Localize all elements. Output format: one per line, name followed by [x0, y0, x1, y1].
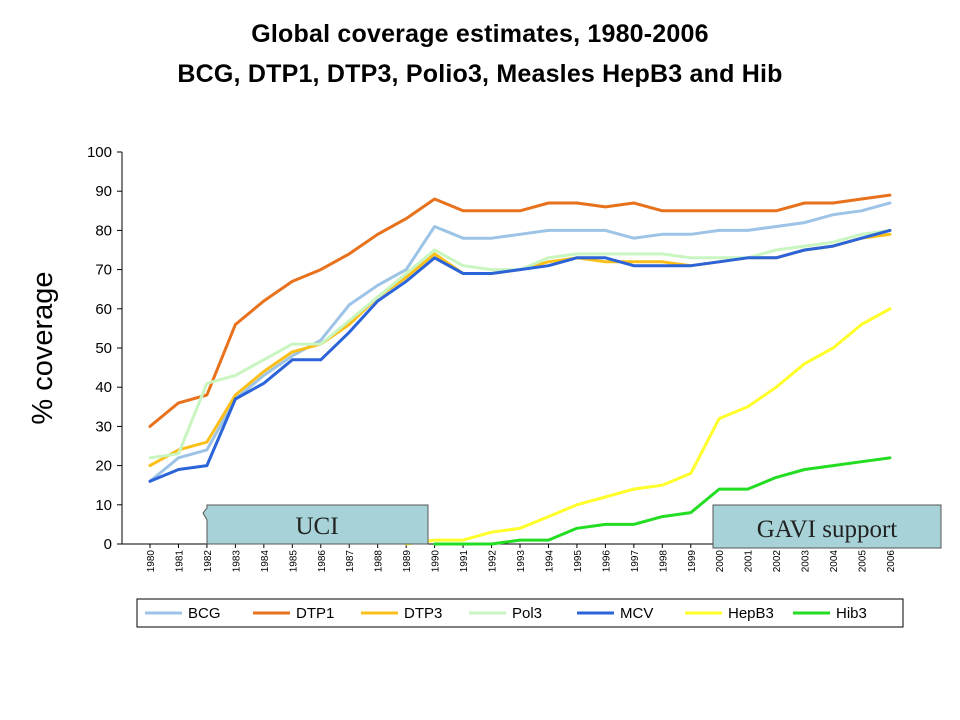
x-tick-label: 1984 — [260, 550, 271, 573]
y-tick-label: 60 — [95, 301, 112, 318]
x-tick-label: 1980 — [146, 550, 157, 573]
y-tick-label: 40 — [95, 379, 112, 396]
x-tick-label: 1990 — [431, 550, 442, 573]
x-tick-label: 1994 — [544, 550, 555, 573]
chart-title-line-1: Global coverage estimates, 1980-2006 — [251, 20, 709, 48]
legend-label-bcg: BCG — [188, 605, 221, 622]
x-tick-label: 1996 — [601, 550, 612, 573]
series-line-bcg — [148, 201, 892, 483]
legend-label-hib3: Hib3 — [836, 605, 867, 622]
series-line-hib3 — [433, 456, 892, 546]
x-tick-label: 1992 — [488, 550, 499, 573]
gavi-callout: GAVI support — [712, 504, 942, 549]
x-tick-label: 1989 — [402, 550, 413, 573]
x-tick-label: 1981 — [174, 550, 185, 573]
y-axis: 0 10 20 30 40 50 60 70 80 90 100 — [87, 144, 897, 553]
x-tick-label: 2006 — [886, 550, 897, 573]
legend-label-pol3: Pol3 — [512, 605, 542, 622]
uci-callout: UCI — [202, 504, 429, 545]
chart-title-line-2: BCG, DTP1, DTP3, Polio3, Measles HepB3 a… — [177, 60, 783, 88]
legend-label-dtp1: DTP1 — [296, 605, 334, 622]
x-tick-label: 1986 — [317, 550, 328, 573]
x-tick-label: 1991 — [459, 550, 470, 573]
legend-label-hepb3: HepB3 — [728, 605, 774, 622]
x-tick-label: 1998 — [658, 550, 669, 573]
gavi-support-label: GAVI support — [757, 516, 898, 543]
series-line-hepb3 — [404, 307, 892, 546]
x-tick-label: 2002 — [772, 550, 783, 573]
x-axis-labels: 1980 1981 1982 1983 1984 1985 1986 1987 1988 1989… — [146, 544, 897, 572]
y-axis-label: % coverage — [27, 271, 59, 424]
series-line-pol3 — [148, 228, 892, 460]
x-tick-label: 1993 — [516, 550, 527, 573]
y-tick-label: 20 — [95, 458, 112, 475]
x-tick-label: 1988 — [374, 550, 385, 573]
x-tick-label: 2004 — [829, 550, 840, 573]
uci-label: UCI — [295, 513, 338, 540]
legend-label-dtp3: DTP3 — [404, 605, 442, 622]
y-tick-label: 30 — [95, 418, 112, 435]
y-tick-label: 80 — [95, 222, 112, 239]
x-tick-label: 1985 — [288, 550, 299, 573]
x-tick-label: 2003 — [801, 550, 812, 573]
legend: BCG DTP1 DTP3 Pol3 MCV HepB3 Hib3 — [136, 598, 904, 628]
x-tick-label: 2000 — [715, 550, 726, 573]
series-line-dtp1 — [148, 193, 892, 428]
x-tick-label: 1987 — [345, 550, 356, 573]
x-tick-label: 2005 — [858, 550, 869, 573]
series-line-mcv — [148, 228, 892, 483]
y-tick-label: 70 — [95, 262, 112, 279]
x-tick-label: 1997 — [630, 550, 641, 573]
x-tick-label: 1982 — [203, 550, 214, 573]
series-lines — [148, 193, 892, 546]
y-tick-label: 0 — [104, 536, 112, 553]
y-tick-label: 90 — [95, 183, 112, 200]
x-tick-label: 1999 — [687, 550, 698, 573]
y-tick-label: 50 — [95, 340, 112, 357]
x-tick-label: 1983 — [231, 550, 242, 573]
legend-label-mcv: MCV — [620, 605, 653, 622]
x-tick-label: 1995 — [573, 550, 584, 573]
y-tick-label: 100 — [87, 144, 112, 161]
x-tick-label: 2001 — [744, 550, 755, 573]
y-tick-label: 10 — [95, 497, 112, 514]
